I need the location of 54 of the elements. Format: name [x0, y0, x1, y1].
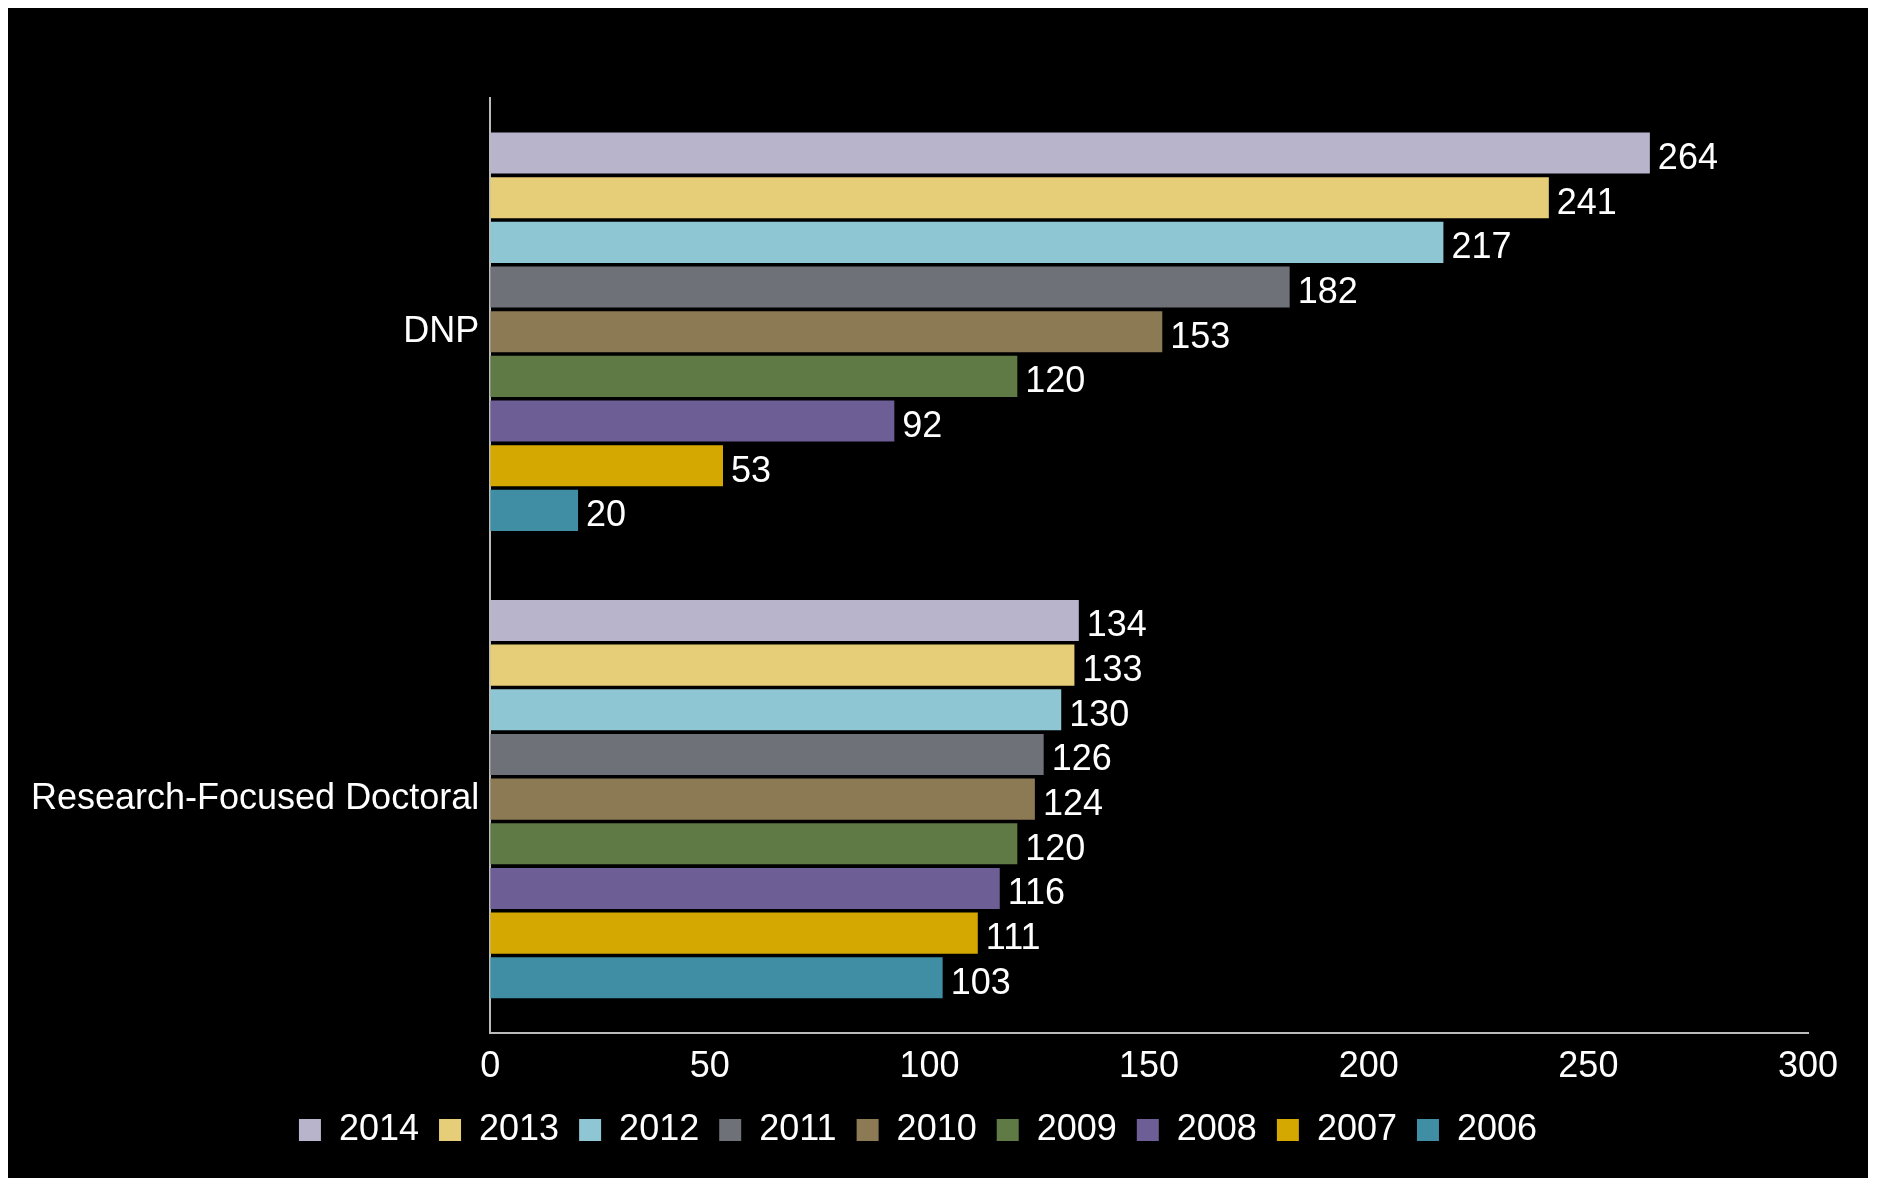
data-label: 53	[731, 448, 772, 490]
data-label: 111	[985, 916, 1041, 958]
data-label: 241	[1556, 180, 1617, 222]
legend-label: 2012	[619, 1106, 700, 1148]
data-label: 120	[1025, 359, 1086, 401]
x-tick-label: 200	[1338, 1044, 1399, 1086]
data-label: 124	[1042, 782, 1103, 824]
bar	[490, 778, 1035, 820]
x-tick-label: 250	[1558, 1044, 1619, 1086]
data-label: 20	[586, 493, 627, 535]
bar	[490, 311, 1163, 353]
data-label: 126	[1051, 737, 1112, 779]
x-tick-label: 150	[1119, 1044, 1180, 1086]
bar	[490, 445, 723, 487]
legend-label: 2010	[896, 1106, 977, 1148]
y-tick-label: DNP	[403, 308, 480, 350]
data-label: 103	[950, 960, 1011, 1002]
bar	[490, 177, 1549, 219]
data-label: 120	[1025, 826, 1086, 868]
data-label: 130	[1069, 692, 1130, 734]
bar	[490, 400, 895, 442]
bar	[490, 867, 1000, 909]
x-tick-label: 50	[689, 1044, 730, 1086]
bar	[490, 489, 579, 531]
bar	[490, 644, 1075, 686]
bar	[490, 912, 978, 954]
bar	[490, 733, 1044, 775]
legend-label: 2008	[1176, 1106, 1257, 1148]
x-tick-label: 300	[1777, 1044, 1839, 1086]
bar	[490, 221, 1444, 263]
legend-label: 2006	[1456, 1106, 1538, 1148]
data-label: 182	[1297, 269, 1358, 311]
x-tick-label: 0	[480, 1044, 501, 1086]
y-tick-label: Research-Focused Doctoral	[30, 776, 480, 818]
bar	[490, 132, 1650, 174]
legend-label: 2011	[759, 1106, 837, 1148]
legend-label: 2009	[1036, 1106, 1117, 1148]
bar	[490, 266, 1290, 308]
legend-label: 2007	[1316, 1106, 1397, 1148]
bar	[490, 957, 943, 999]
data-label: 133	[1082, 648, 1143, 690]
data-label: 116	[1007, 871, 1066, 913]
bar	[490, 689, 1062, 731]
legend-label: 2013	[479, 1106, 560, 1148]
legend-label: 2014	[338, 1106, 420, 1148]
data-label: 264	[1657, 135, 1718, 177]
data-label: 217	[1451, 225, 1512, 267]
x-tick-label: 100	[899, 1044, 960, 1086]
bar	[490, 355, 1018, 397]
data-label: 92	[902, 403, 943, 445]
data-label: 153	[1170, 314, 1231, 356]
data-label: 134	[1086, 603, 1147, 645]
bar	[490, 599, 1079, 641]
bar	[490, 823, 1018, 865]
